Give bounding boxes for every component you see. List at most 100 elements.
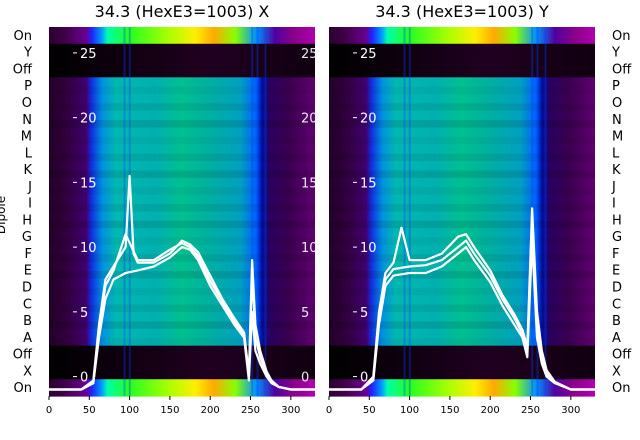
heatmap-row	[49, 177, 315, 196]
row-label: I	[612, 197, 616, 212]
x-tick-label: 50	[83, 405, 96, 416]
heatmap-row-shade	[49, 153, 315, 162]
heatmap-row	[329, 94, 595, 112]
heatmap-row	[329, 362, 595, 380]
x-tick-label: 0	[326, 405, 332, 416]
panel-x: 34.3 (HexE3=1003) X Dipole OnYOffPONMLKJ…	[0, 2, 318, 416]
heatmap-row-shade	[49, 254, 315, 262]
overlay-tick-label: 25	[80, 47, 97, 62]
heatmap-row	[49, 60, 315, 78]
row-label: O	[22, 96, 32, 111]
overlay-series-line	[329, 207, 595, 391]
row-label: A	[612, 331, 621, 346]
heatmap-row	[49, 295, 315, 313]
overlay-tick-label: 20	[360, 112, 377, 127]
overlay-tick-label: 10	[360, 241, 377, 256]
overlay-tick-label-right: 5	[301, 306, 309, 321]
heatmap-stripe	[251, 27, 254, 396]
overlay-tick-label-right: 25	[301, 47, 318, 62]
heatmap-row	[49, 228, 315, 246]
row-label: Off	[13, 348, 33, 363]
heatmap-row-shade	[49, 338, 315, 346]
row-label: Off	[612, 62, 632, 77]
heatmap-row-shade	[49, 103, 315, 111]
overlay-tick-label: 0	[360, 371, 368, 386]
heatmap-row	[49, 328, 315, 347]
heatmap-row	[329, 27, 595, 45]
row-label: G	[22, 230, 32, 245]
row-label: H	[612, 213, 622, 228]
overlay-tick-label: 0	[80, 371, 88, 386]
heatmap-row-shade	[329, 187, 595, 195]
heatmap-stripe	[264, 27, 267, 396]
heatmap-row	[329, 228, 595, 246]
row-label: E	[24, 264, 32, 279]
heatmap-row-shade	[329, 271, 595, 279]
x-tick-label: 100	[400, 405, 419, 416]
overlay-tick-label: 25	[360, 47, 377, 62]
row-label: D	[612, 280, 622, 295]
x-tick-label: 300	[561, 405, 580, 416]
row-label: J	[27, 180, 32, 195]
heatmap-row	[329, 211, 595, 229]
heatmap-row	[329, 60, 595, 78]
heatmap-row	[329, 110, 595, 129]
heatmap-row-shade	[329, 153, 595, 162]
row-label: O	[612, 96, 622, 111]
row-label: C	[23, 297, 32, 312]
row-label: L	[25, 146, 33, 161]
x-tick-label: 250	[521, 405, 540, 416]
heatmap-row-shade	[49, 203, 315, 212]
heatmap-row	[329, 161, 595, 179]
heatmap-row-shade	[49, 287, 315, 296]
heatmap-row-shade	[49, 86, 315, 95]
row-label: Off	[612, 348, 632, 363]
row-label: Off	[13, 62, 33, 77]
x-tick-label: 50	[363, 405, 376, 416]
overlay-series-line	[49, 174, 315, 391]
row-label: L	[612, 146, 620, 161]
heatmap-area	[329, 27, 595, 397]
heatmap-row	[49, 194, 315, 213]
heatmap-row-shade	[329, 287, 595, 296]
row-label: J	[611, 180, 616, 195]
heatmap-row	[49, 43, 315, 62]
overlay-series-line	[49, 246, 315, 391]
heatmap-row	[49, 312, 315, 330]
row-label: On	[14, 29, 32, 44]
x-tick-label: 150	[440, 405, 459, 416]
heatmap-row-shade	[329, 103, 595, 111]
heatmap-row	[329, 43, 595, 62]
heatmap-row	[49, 362, 315, 380]
heatmap-stripe	[123, 27, 126, 396]
overlay-tick-label: 15	[360, 176, 377, 191]
heatmap-row	[329, 177, 595, 196]
heatmap-row	[49, 27, 315, 45]
row-label: K	[612, 163, 621, 178]
heatmap-row-shade	[49, 321, 315, 329]
row-label: D	[22, 280, 32, 295]
heatmap-row	[49, 77, 315, 95]
overlay-lines	[329, 207, 595, 391]
panel-y: 34.3 (HexE3=1003) Y OnYOffPONMLKJIHGFEDC…	[326, 2, 632, 416]
row-label: Y	[611, 46, 620, 61]
row-label: H	[22, 213, 32, 228]
heatmap-row-shade	[329, 338, 595, 346]
heatmap-row	[329, 77, 595, 95]
chart-title: 34.3 (HexE3=1003) Y	[375, 2, 549, 21]
heatmap-row	[49, 144, 315, 162]
heatmap-stripe	[403, 27, 406, 396]
heatmap-row	[329, 379, 595, 397]
heatmap-row	[49, 211, 315, 229]
heatmap-row-shade	[329, 203, 595, 212]
heatmap-row	[329, 345, 595, 364]
heatmap-row-shade	[329, 254, 595, 262]
heatmap-row-shade	[329, 170, 595, 178]
heatmap-row-shade	[329, 321, 595, 329]
row-label: P	[24, 79, 32, 94]
heatmap-stripe	[256, 27, 259, 396]
overlay-tick-label-right: 0	[301, 371, 309, 386]
overlay-tick-label: 5	[360, 306, 368, 321]
chart-title: 34.3 (HexE3=1003) X	[95, 2, 270, 21]
